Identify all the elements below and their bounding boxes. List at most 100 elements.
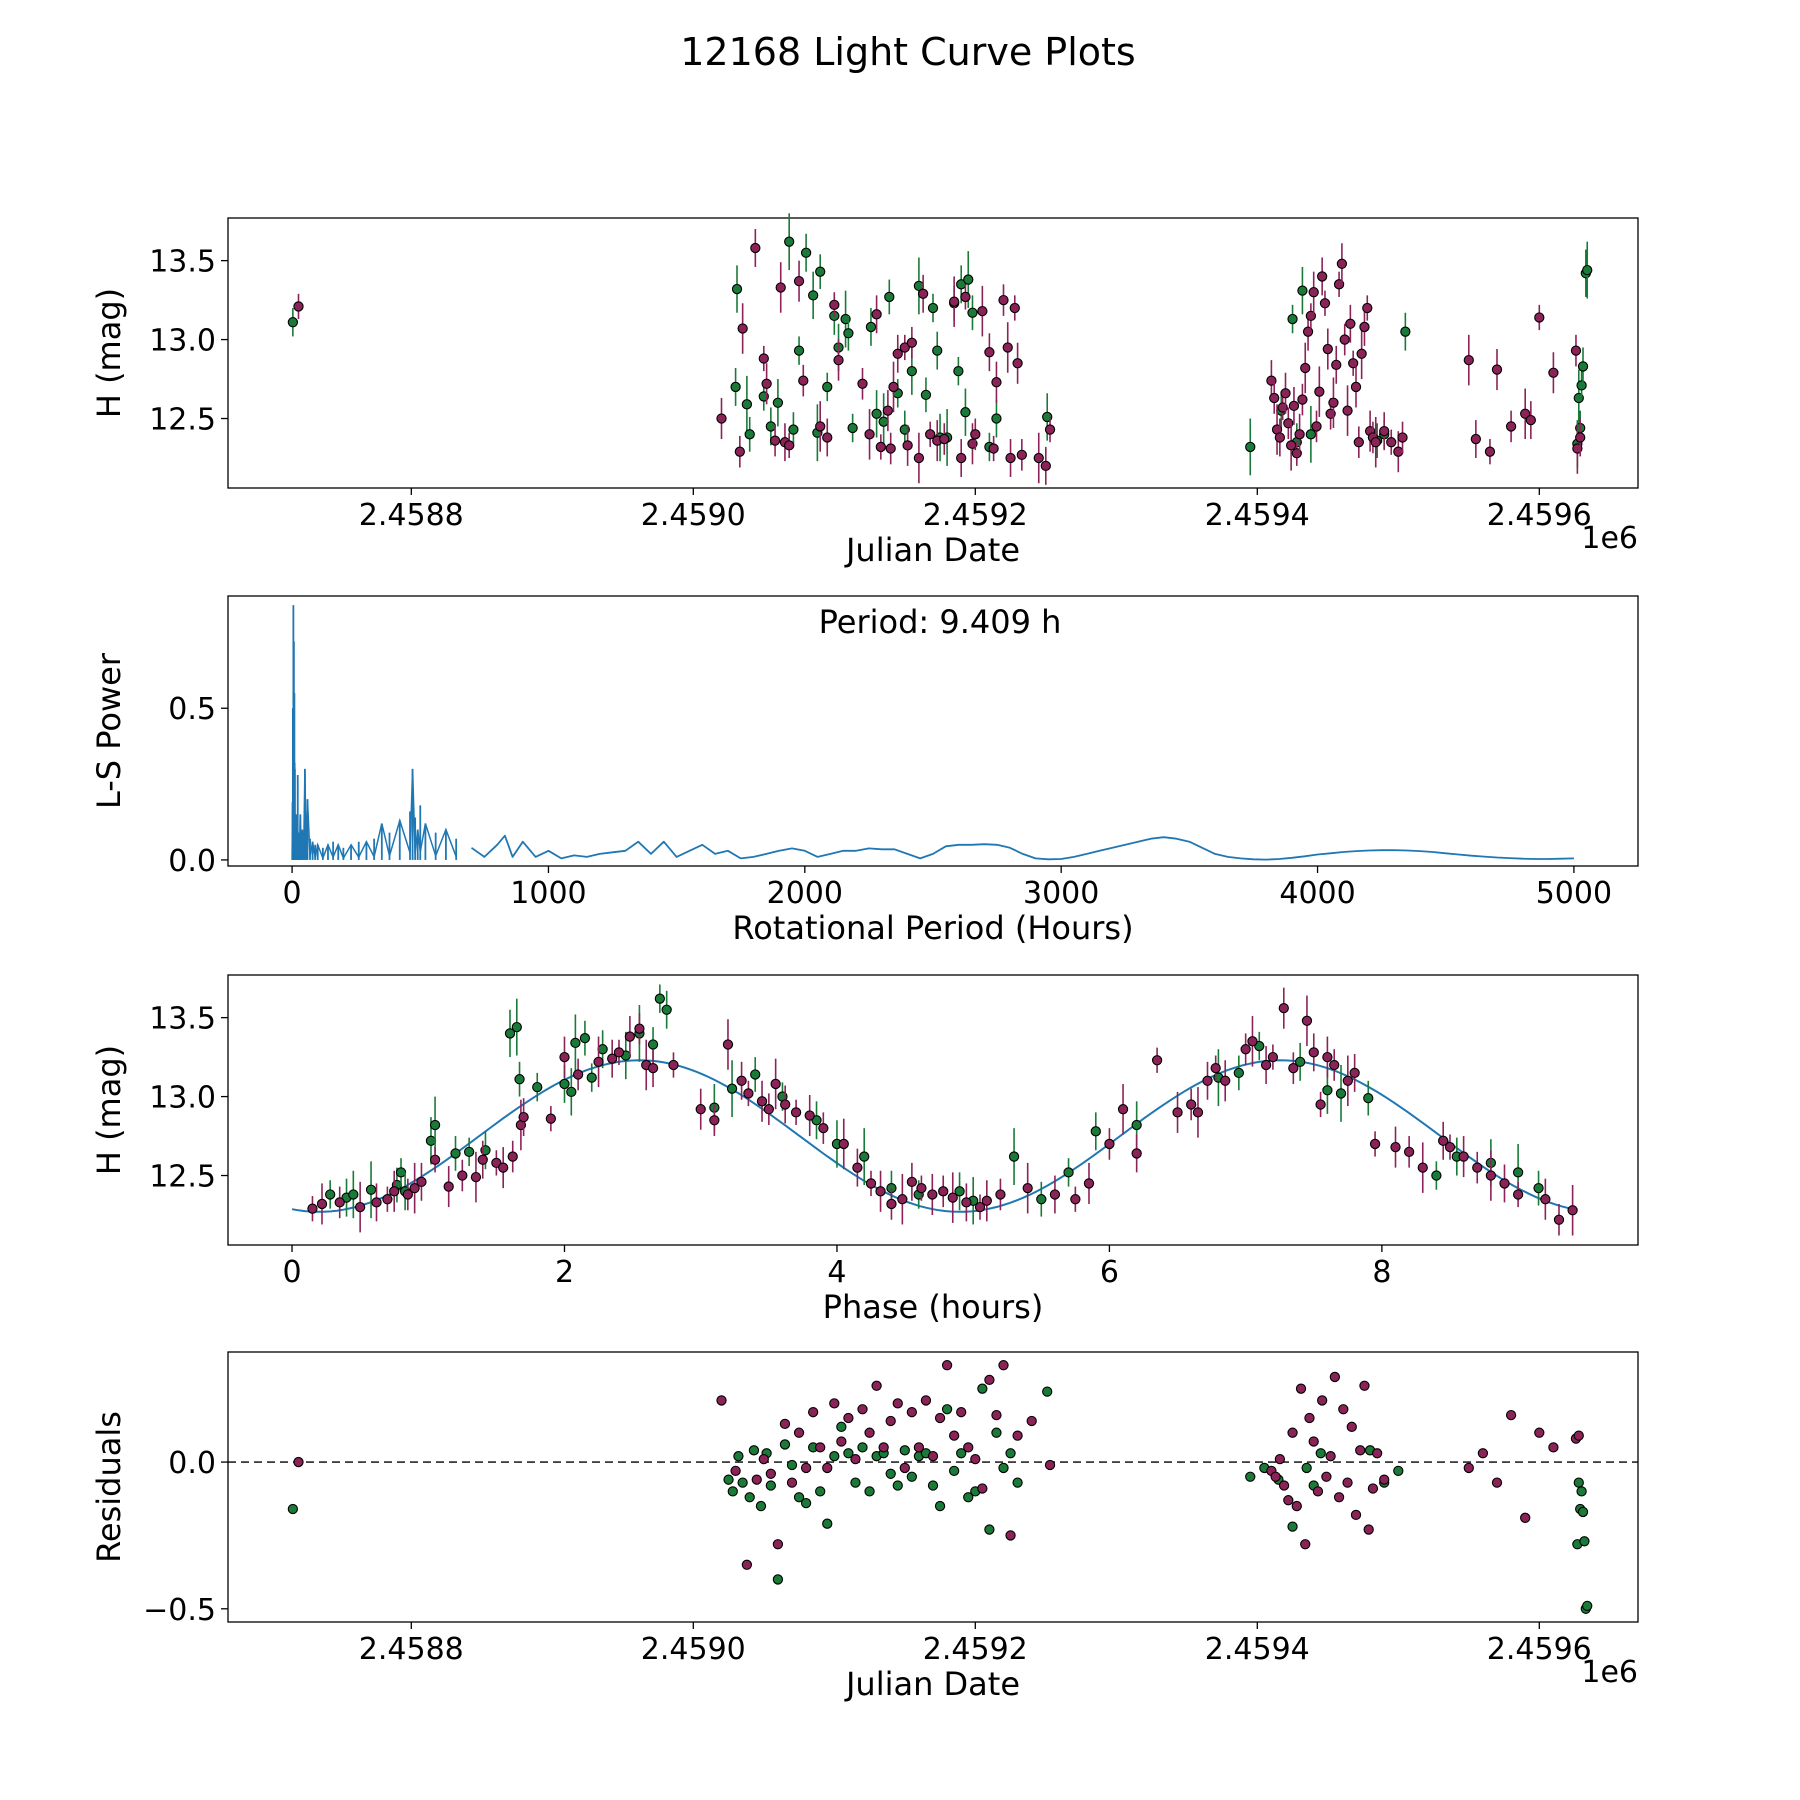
data-point xyxy=(579,1033,591,1044)
data-point xyxy=(1274,432,1286,443)
data-point xyxy=(532,1081,543,1093)
data-point xyxy=(1367,1483,1379,1494)
data-point xyxy=(800,247,812,258)
data-point xyxy=(736,1075,747,1086)
data-point xyxy=(788,424,799,435)
data-point xyxy=(1005,1448,1016,1459)
data-point xyxy=(913,1442,925,1453)
data-point xyxy=(1348,358,1359,369)
data-point xyxy=(934,1500,946,1512)
data-point xyxy=(1369,1138,1381,1150)
data-point xyxy=(836,1436,847,1447)
data-point xyxy=(1245,441,1256,453)
data-point xyxy=(798,375,809,386)
data-point xyxy=(984,347,995,358)
x-offset-label: 1e6 xyxy=(1581,1655,1638,1690)
data-point xyxy=(906,1407,917,1418)
x-tick-label: 2 xyxy=(555,1255,574,1290)
data-point xyxy=(998,1462,1009,1474)
x-tick-label: 2.4596 xyxy=(1487,1632,1592,1667)
data-point xyxy=(1342,1075,1353,1086)
x-tick-label: 0 xyxy=(283,876,302,911)
data-point xyxy=(995,1189,1006,1200)
data-point xyxy=(1026,1415,1037,1427)
data-point xyxy=(906,1471,917,1482)
data-point xyxy=(1300,362,1311,374)
data-point xyxy=(634,1023,645,1034)
data-point xyxy=(1267,1051,1279,1063)
data-point xyxy=(566,1086,577,1097)
data-point xyxy=(977,306,988,317)
x-tick-label: 4000 xyxy=(1279,876,1355,911)
data-point xyxy=(1297,394,1308,405)
data-point xyxy=(1036,1194,1047,1205)
data-point xyxy=(597,1044,608,1055)
data-point xyxy=(1297,285,1308,296)
data-point xyxy=(1570,345,1582,356)
data-point xyxy=(920,389,932,400)
data-point xyxy=(954,1186,965,1197)
data-point xyxy=(1333,1492,1345,1503)
data-point xyxy=(902,440,913,451)
data-point xyxy=(1363,1524,1374,1535)
data-point xyxy=(988,443,999,454)
data-point xyxy=(793,1492,805,1503)
data-point xyxy=(429,1154,441,1165)
data-point xyxy=(1288,1063,1299,1074)
x-tick-label: 8 xyxy=(1372,1255,1391,1290)
data-point xyxy=(991,413,1002,424)
data-point xyxy=(1312,1486,1324,1497)
data-point xyxy=(365,1184,377,1195)
data-point xyxy=(815,266,826,277)
data-point xyxy=(1083,1178,1095,1189)
y-tick-label: 13.5 xyxy=(149,1002,216,1037)
data-point xyxy=(1582,264,1593,276)
data-point xyxy=(857,1442,868,1453)
data-point xyxy=(755,1500,767,1512)
data-point xyxy=(822,1462,833,1474)
data-point xyxy=(1350,381,1362,393)
data-point xyxy=(1329,1059,1340,1071)
data-point xyxy=(1270,1471,1281,1482)
data-point xyxy=(748,1445,760,1456)
y-tick-label: 0.5 xyxy=(168,692,216,727)
x-tick-label: 0 xyxy=(282,1255,301,1290)
data-point xyxy=(961,1197,972,1208)
data-point xyxy=(1295,1383,1307,1394)
data-point xyxy=(1577,1506,1589,1518)
period-annotation: Period: 9.409 h xyxy=(819,603,1062,641)
data-point xyxy=(1033,452,1044,464)
data-point xyxy=(1247,1036,1258,1047)
data-point xyxy=(769,435,781,446)
data-point xyxy=(1338,1404,1349,1415)
data-point xyxy=(927,1480,939,1491)
data-point xyxy=(1575,432,1586,443)
data-point xyxy=(967,307,978,318)
data-point xyxy=(293,1456,304,1468)
data-point xyxy=(1470,433,1481,445)
data-point xyxy=(1322,343,1333,355)
data-point xyxy=(939,433,950,445)
data-point xyxy=(1090,1126,1101,1137)
data-point xyxy=(949,1465,960,1477)
y-tick-label: 12.5 xyxy=(149,403,216,438)
data-point xyxy=(998,1360,1009,1371)
data-point xyxy=(1317,1395,1328,1406)
data-point xyxy=(941,1404,953,1415)
data-point xyxy=(864,1486,875,1497)
data-point xyxy=(857,1404,868,1415)
data-point xyxy=(1533,1183,1544,1194)
data-point xyxy=(956,1448,967,1459)
data-point xyxy=(572,1069,584,1080)
data-point xyxy=(829,299,840,310)
data-point xyxy=(743,1088,754,1099)
data-point xyxy=(1335,1088,1347,1099)
data-point xyxy=(991,377,1002,388)
data-point xyxy=(822,1518,833,1529)
data-point xyxy=(425,1135,437,1146)
data-point xyxy=(859,1151,870,1162)
data-point xyxy=(847,422,858,434)
data-point xyxy=(808,290,819,301)
data-point xyxy=(871,309,882,320)
data-point xyxy=(354,1201,366,1213)
